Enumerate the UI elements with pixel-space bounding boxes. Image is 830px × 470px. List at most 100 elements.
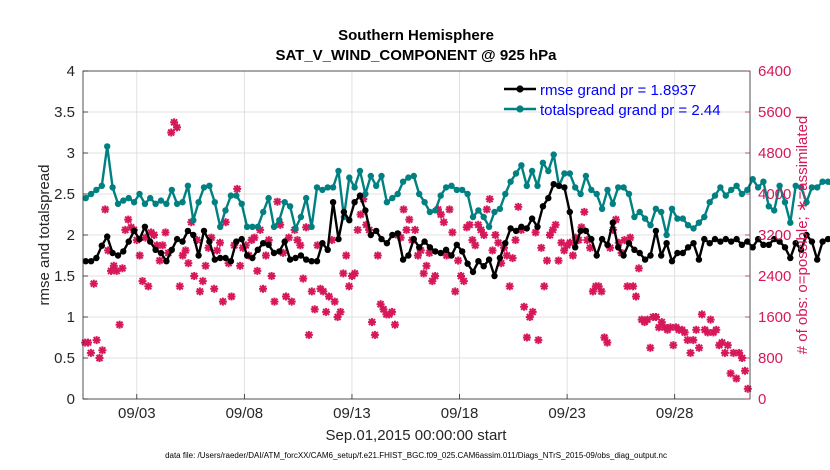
rmse-point (351, 199, 358, 206)
totalspread-point (416, 190, 423, 198)
rmse-point (313, 258, 321, 265)
right-y-tick-label: 2400 (758, 268, 791, 285)
rmse-point (663, 240, 670, 247)
obs-marker-stroke (339, 269, 348, 278)
obs-assimilated-marker (345, 282, 354, 291)
totalspread-point (625, 190, 633, 198)
obs-assimilated-marker (583, 236, 592, 245)
obs-marker-stroke (692, 326, 700, 334)
totalspread-point (480, 213, 487, 221)
left-y-axis-label: rmse and totalspread (36, 165, 53, 306)
obs-assimilated-marker (350, 269, 359, 278)
obs-marker-stroke (342, 251, 350, 260)
right-y-tick-label: 800 (758, 350, 783, 367)
x-axis: 09/03 09/08 09/13 09/18 09/23 09/28 (118, 394, 693, 422)
rmse-point (292, 254, 299, 262)
obs-assimilated-marker (190, 272, 199, 280)
totalspread-point (722, 192, 729, 199)
rmse-point (303, 256, 310, 263)
obs-marker-stroke (454, 256, 462, 265)
rmse-point (286, 256, 294, 263)
totalspread-point (394, 190, 401, 198)
obs-marker-stroke (161, 228, 170, 237)
totalspread-point (749, 176, 756, 183)
obs-assimilated-marker (474, 220, 483, 229)
rmse-point (324, 246, 331, 253)
totalspread-point (679, 215, 686, 222)
obs-assimilated-marker (391, 320, 399, 329)
rmse-point (147, 238, 154, 245)
obs-assimilated-marker (216, 238, 224, 247)
rmse-point (82, 258, 89, 265)
obs-marker-stroke (422, 262, 431, 270)
obs-assimilated-marker (227, 292, 236, 301)
obs-assimilated-marker (603, 338, 612, 347)
obs-assimilated-marker (373, 251, 382, 260)
rmse-point (733, 235, 740, 243)
totalspread-point (437, 192, 444, 199)
obs-marker-stroke (391, 320, 399, 329)
obs-assimilated-marker (634, 264, 643, 273)
obs-marker-stroke (199, 277, 207, 285)
totalspread-point (136, 190, 143, 198)
obs-marker-stroke (437, 210, 445, 219)
rmse-point (329, 199, 337, 206)
totalspread-point (577, 190, 584, 198)
rmse-point (803, 231, 810, 239)
rmse-point (211, 256, 218, 263)
obs-assimilated-marker (259, 284, 267, 293)
obs-marker-stroke (514, 203, 523, 211)
left-y-axis: 0 0.5 1 1.5 2 2.5 3 3.5 4 (54, 63, 88, 408)
totalspread-point (410, 172, 417, 180)
obs-marker-stroke (87, 349, 95, 357)
obs-assimilated-marker (319, 287, 328, 296)
totalspread-point (609, 200, 616, 207)
rmse-point (824, 235, 830, 243)
obs-marker-stroke (566, 238, 574, 247)
obs-assimilated-marker (124, 215, 133, 224)
obs-marker-stroke (273, 197, 282, 206)
obs-marker-stroke (356, 210, 365, 219)
obs-marker-stroke (330, 297, 339, 306)
totalspread-point (448, 182, 455, 189)
obs-marker-stroke (399, 205, 408, 214)
rmse-point (706, 240, 713, 247)
totalspread-point (534, 182, 541, 189)
obs-marker-stroke (474, 221, 482, 229)
totalspread-point (276, 217, 283, 224)
rmse-point (679, 249, 686, 257)
totalspread-point (620, 184, 627, 191)
obs-marker-stroke (236, 262, 244, 270)
totalspread-point (222, 207, 229, 214)
obs-assimilated-marker (167, 128, 176, 137)
obs-assimilated-marker (451, 287, 460, 296)
obs-assimilated-marker (568, 251, 577, 260)
rmse-point (416, 244, 423, 251)
obs-marker-stroke (210, 285, 218, 293)
totalspread-point (200, 184, 208, 191)
totalspread-point (604, 186, 611, 194)
totalspread-point (98, 182, 106, 189)
obs-marker-stroke (445, 205, 454, 214)
rmse-point (668, 258, 676, 265)
obs-marker-stroke (460, 277, 468, 285)
totalspread-point (485, 223, 493, 230)
totalspread-point (545, 167, 552, 175)
obs-assimilated-marker (491, 231, 500, 239)
obs-marker-stroke (508, 254, 517, 262)
rmse-point (362, 207, 369, 214)
obs-assimilated-marker (482, 205, 491, 214)
obs-marker-stroke (305, 331, 313, 339)
totalspread-point (125, 194, 132, 202)
obs-marker-stroke (336, 308, 345, 316)
obs-assimilated-marker (184, 259, 193, 268)
rmse-point (545, 194, 552, 202)
obs-marker-stroke (483, 205, 491, 214)
obs-marker-stroke (310, 305, 319, 314)
obs-marker-stroke (652, 313, 660, 321)
rmse-point (588, 235, 595, 243)
obs-assimilated-marker (233, 184, 242, 193)
totalspread-point (93, 186, 100, 194)
totalspread-point (195, 199, 202, 206)
rmse-point (760, 241, 767, 248)
